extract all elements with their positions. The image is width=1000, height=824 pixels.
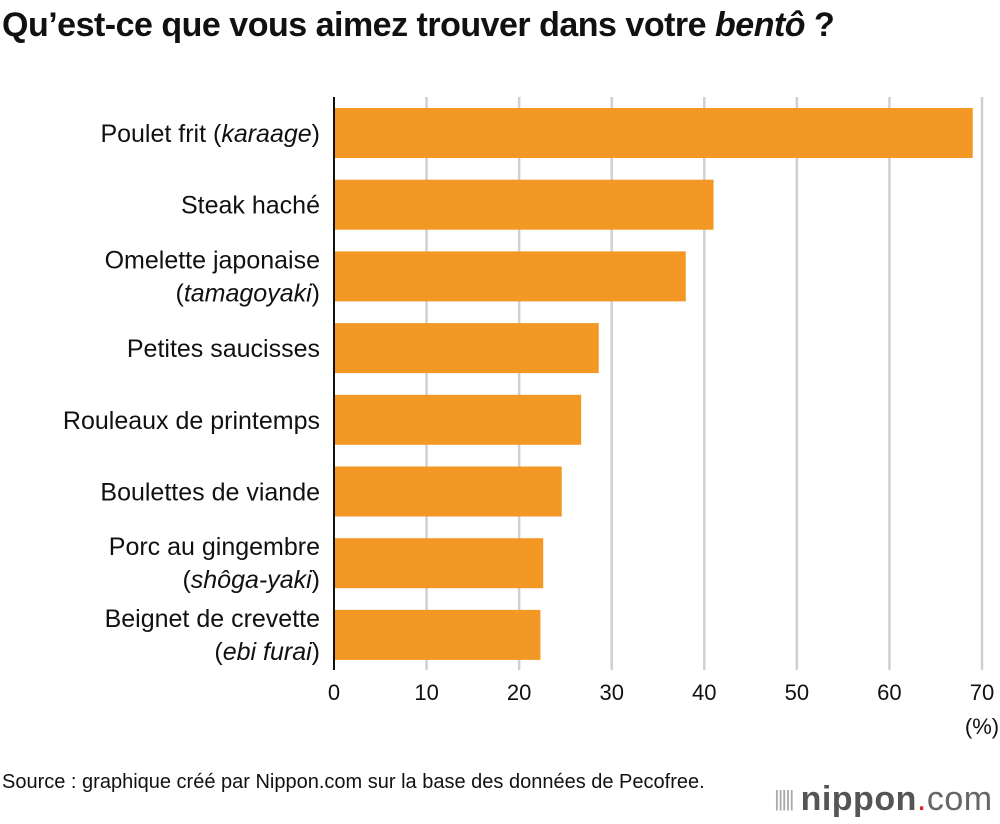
x-unit-label: (%) bbox=[965, 714, 999, 739]
x-tick-label: 30 bbox=[599, 680, 623, 705]
bar bbox=[334, 251, 686, 302]
bar bbox=[334, 609, 541, 660]
category-label: Poulet frit (karaage) bbox=[100, 120, 320, 148]
x-tick-label: 70 bbox=[970, 680, 994, 705]
title-italic: bentô bbox=[715, 6, 806, 44]
category-label: Beignet de crevette (ebi furai) bbox=[105, 605, 320, 666]
nippon-logo: ||||| nippon.com bbox=[774, 780, 993, 819]
category-label: Boulettes de viande bbox=[100, 479, 320, 507]
category-label: Omelette japonaise (tamagoyaki) bbox=[105, 246, 320, 307]
x-tick-label: 0 bbox=[328, 680, 340, 705]
bar bbox=[334, 466, 562, 517]
logo-bars-icon: ||||| bbox=[774, 786, 795, 811]
chart-title: Qu’est-ce que vous aimez trouver dans vo… bbox=[2, 6, 835, 45]
bar bbox=[334, 538, 544, 589]
bar bbox=[334, 394, 582, 445]
x-tick-label: 20 bbox=[507, 680, 531, 705]
x-tick-label: 40 bbox=[692, 680, 716, 705]
source-note: Source : graphique créé par Nippon.com s… bbox=[2, 771, 705, 793]
logo-dot: . bbox=[916, 780, 927, 818]
logo-word: nippon bbox=[800, 780, 917, 818]
bar-chart: 0 10 20 30 40 50 60 70 (%) Poulet frit (karaage) S… bbox=[63, 97, 999, 739]
x-tick-label: 50 bbox=[785, 680, 809, 705]
bar bbox=[334, 323, 599, 374]
x-tick-label: 60 bbox=[877, 680, 901, 705]
bar bbox=[334, 179, 714, 230]
category-label: Petites saucisses bbox=[127, 335, 320, 363]
logo-suffix: com bbox=[926, 780, 993, 818]
bar bbox=[334, 108, 973, 158]
category-label: Rouleaux de printemps bbox=[63, 407, 320, 435]
x-tick-label: 10 bbox=[414, 680, 438, 705]
title-end: ? bbox=[805, 6, 835, 44]
category-label: Steak haché bbox=[181, 192, 320, 220]
category-label: Porc au gingembre (shôga-yaki) bbox=[109, 533, 320, 594]
title-text: Qu’est-ce que vous aimez trouver dans vo… bbox=[2, 6, 716, 44]
